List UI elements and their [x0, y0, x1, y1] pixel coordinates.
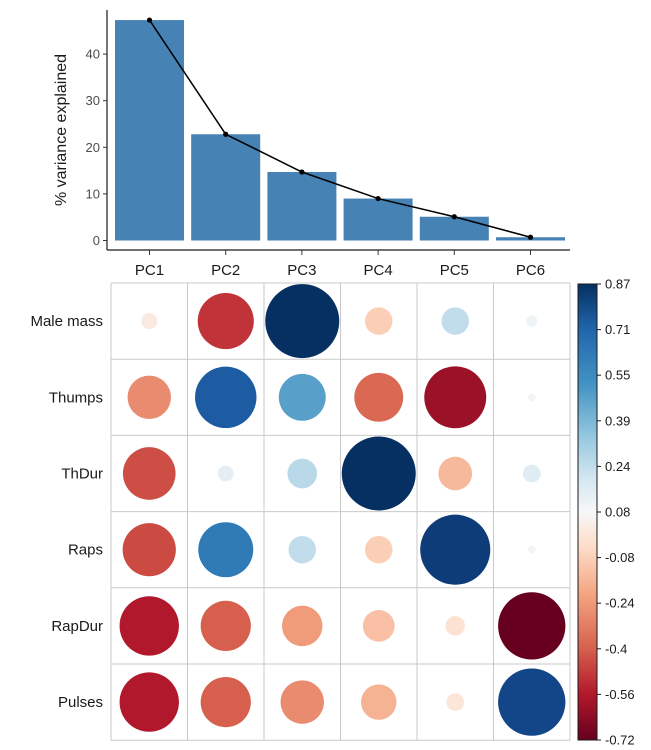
heatmap-row-label: Male mass	[30, 313, 103, 330]
corr-circle-rapdur-pc6	[498, 592, 565, 659]
bar-pc1	[115, 20, 184, 240]
corr-circle-raps-pc6	[528, 546, 536, 554]
corr-circle-thdur-pc2	[218, 466, 234, 482]
bar-y-tick-label: 0	[93, 233, 100, 248]
colorbar-tick-label: 0.39	[605, 413, 630, 428]
corr-circle-rapdur-pc5	[446, 616, 465, 635]
colorbar-tick-label: -0.24	[605, 596, 635, 611]
bar-y-tick-label: 20	[86, 140, 100, 155]
colorbar-tick-label: -0.08	[605, 550, 635, 565]
bar-y-axis-label: % variance explained	[53, 54, 70, 206]
corr-circle-thdur-pc3	[287, 459, 317, 489]
corr-circle-male-mass-pc6	[526, 315, 537, 326]
corr-circle-raps-pc5	[420, 515, 490, 585]
corr-circle-thumps-pc4	[354, 373, 403, 422]
corr-circle-rapdur-pc3	[282, 606, 322, 646]
scree-bar-chart: % variance explained 0 10 20 30 40 PC1 PC2 PC3…	[53, 10, 570, 279]
bar-y-tick-label: 30	[86, 93, 100, 108]
corr-circle-male-mass-pc3	[265, 284, 339, 358]
variance-point	[452, 214, 457, 219]
corr-circle-male-mass-pc1	[141, 313, 157, 329]
bar-pc3	[267, 172, 336, 241]
corr-circle-rapdur-pc4	[363, 610, 395, 642]
corr-circle-rapdur-pc1	[120, 596, 179, 655]
corr-circle-thdur-pc1	[123, 447, 176, 500]
colorbar-tick-label: -0.56	[605, 687, 635, 702]
corr-circle-male-mass-pc2	[198, 293, 254, 349]
corr-circle-pulses-pc3	[281, 680, 324, 723]
bar-category-label: PC5	[440, 262, 469, 279]
corr-circle-pulses-pc6	[498, 668, 565, 735]
variance-point	[299, 169, 304, 174]
corr-circle-pulses-pc2	[201, 677, 251, 727]
bar-marks	[115, 20, 565, 240]
heatmap-circles	[120, 284, 566, 736]
heatmap-row-label: RapDur	[51, 618, 103, 635]
corr-circle-male-mass-pc4	[365, 307, 392, 334]
corr-circle-raps-pc3	[289, 536, 316, 563]
corr-circle-thdur-pc6	[523, 465, 541, 483]
variance-point	[376, 196, 381, 201]
corr-circle-rapdur-pc2	[201, 601, 251, 651]
corr-circle-raps-pc4	[365, 536, 392, 563]
bar-category-label: PC6	[516, 262, 545, 279]
correlation-heatmap: Male mass Thumps ThDur Raps RapDur Pulses	[30, 283, 570, 740]
colorbar-tick-label: 0.24	[605, 459, 630, 474]
corr-circle-thumps-pc5	[424, 366, 486, 428]
variance-point	[223, 132, 228, 137]
corr-circle-male-mass-pc5	[442, 307, 469, 334]
bar-category-labels: PC1 PC2 PC3 PC4 PC5 PC6	[135, 250, 545, 279]
bar-category-label: PC1	[135, 262, 164, 279]
corr-circle-pulses-pc1	[120, 672, 179, 731]
heatmap-row-label: Raps	[68, 542, 103, 559]
colorbar-tick-label: 0.08	[605, 505, 630, 520]
corr-circle-thdur-pc5	[438, 457, 472, 491]
bar-category-label: PC3	[287, 262, 316, 279]
colorbar-tick-label: 0.55	[605, 368, 630, 383]
corr-circle-thumps-pc2	[195, 367, 256, 428]
bar-y-tick-label: 10	[86, 186, 100, 201]
variance-point	[147, 17, 152, 22]
corr-circle-thumps-pc1	[128, 376, 171, 419]
heatmap-grid	[111, 283, 570, 740]
bar-category-label: PC2	[211, 262, 240, 279]
colorbar-tick-label: -0.4	[605, 641, 627, 656]
corr-circle-thumps-pc6	[528, 393, 536, 401]
corr-circle-pulses-pc4	[361, 684, 396, 719]
corr-circle-thumps-pc3	[279, 374, 326, 421]
corr-circle-pulses-pc5	[446, 693, 464, 711]
heatmap-row-label: Pulses	[58, 694, 103, 711]
colorbar-tick-label: 0.87	[605, 277, 630, 292]
colorbar: 0.87 0.71 0.55 0.39 0.24 0.08 -0.08 -0.24 -0.4 -0…	[578, 277, 635, 748]
bar-pc5	[420, 217, 489, 241]
heatmap-row-labels: Male mass Thumps ThDur Raps RapDur Pulses	[30, 313, 103, 711]
bar-category-label: PC4	[364, 262, 393, 279]
colorbar-ticks: 0.87 0.71 0.55 0.39 0.24 0.08 -0.08 -0.24 -0.4 -0…	[597, 277, 635, 748]
colorbar-tick-label: 0.71	[605, 322, 630, 337]
corr-circle-raps-pc1	[123, 523, 176, 576]
colorbar-gradient	[578, 284, 597, 740]
colorbar-tick-label: -0.72	[605, 733, 635, 748]
corr-circle-thdur-pc4	[342, 437, 416, 511]
corr-circle-raps-pc2	[198, 522, 253, 577]
heatmap-row-label: Thumps	[49, 389, 103, 406]
bar-pc2	[191, 134, 260, 240]
heatmap-row-label: ThDur	[61, 466, 103, 483]
bar-y-tick-label: 40	[86, 47, 100, 62]
variance-point	[528, 235, 533, 240]
